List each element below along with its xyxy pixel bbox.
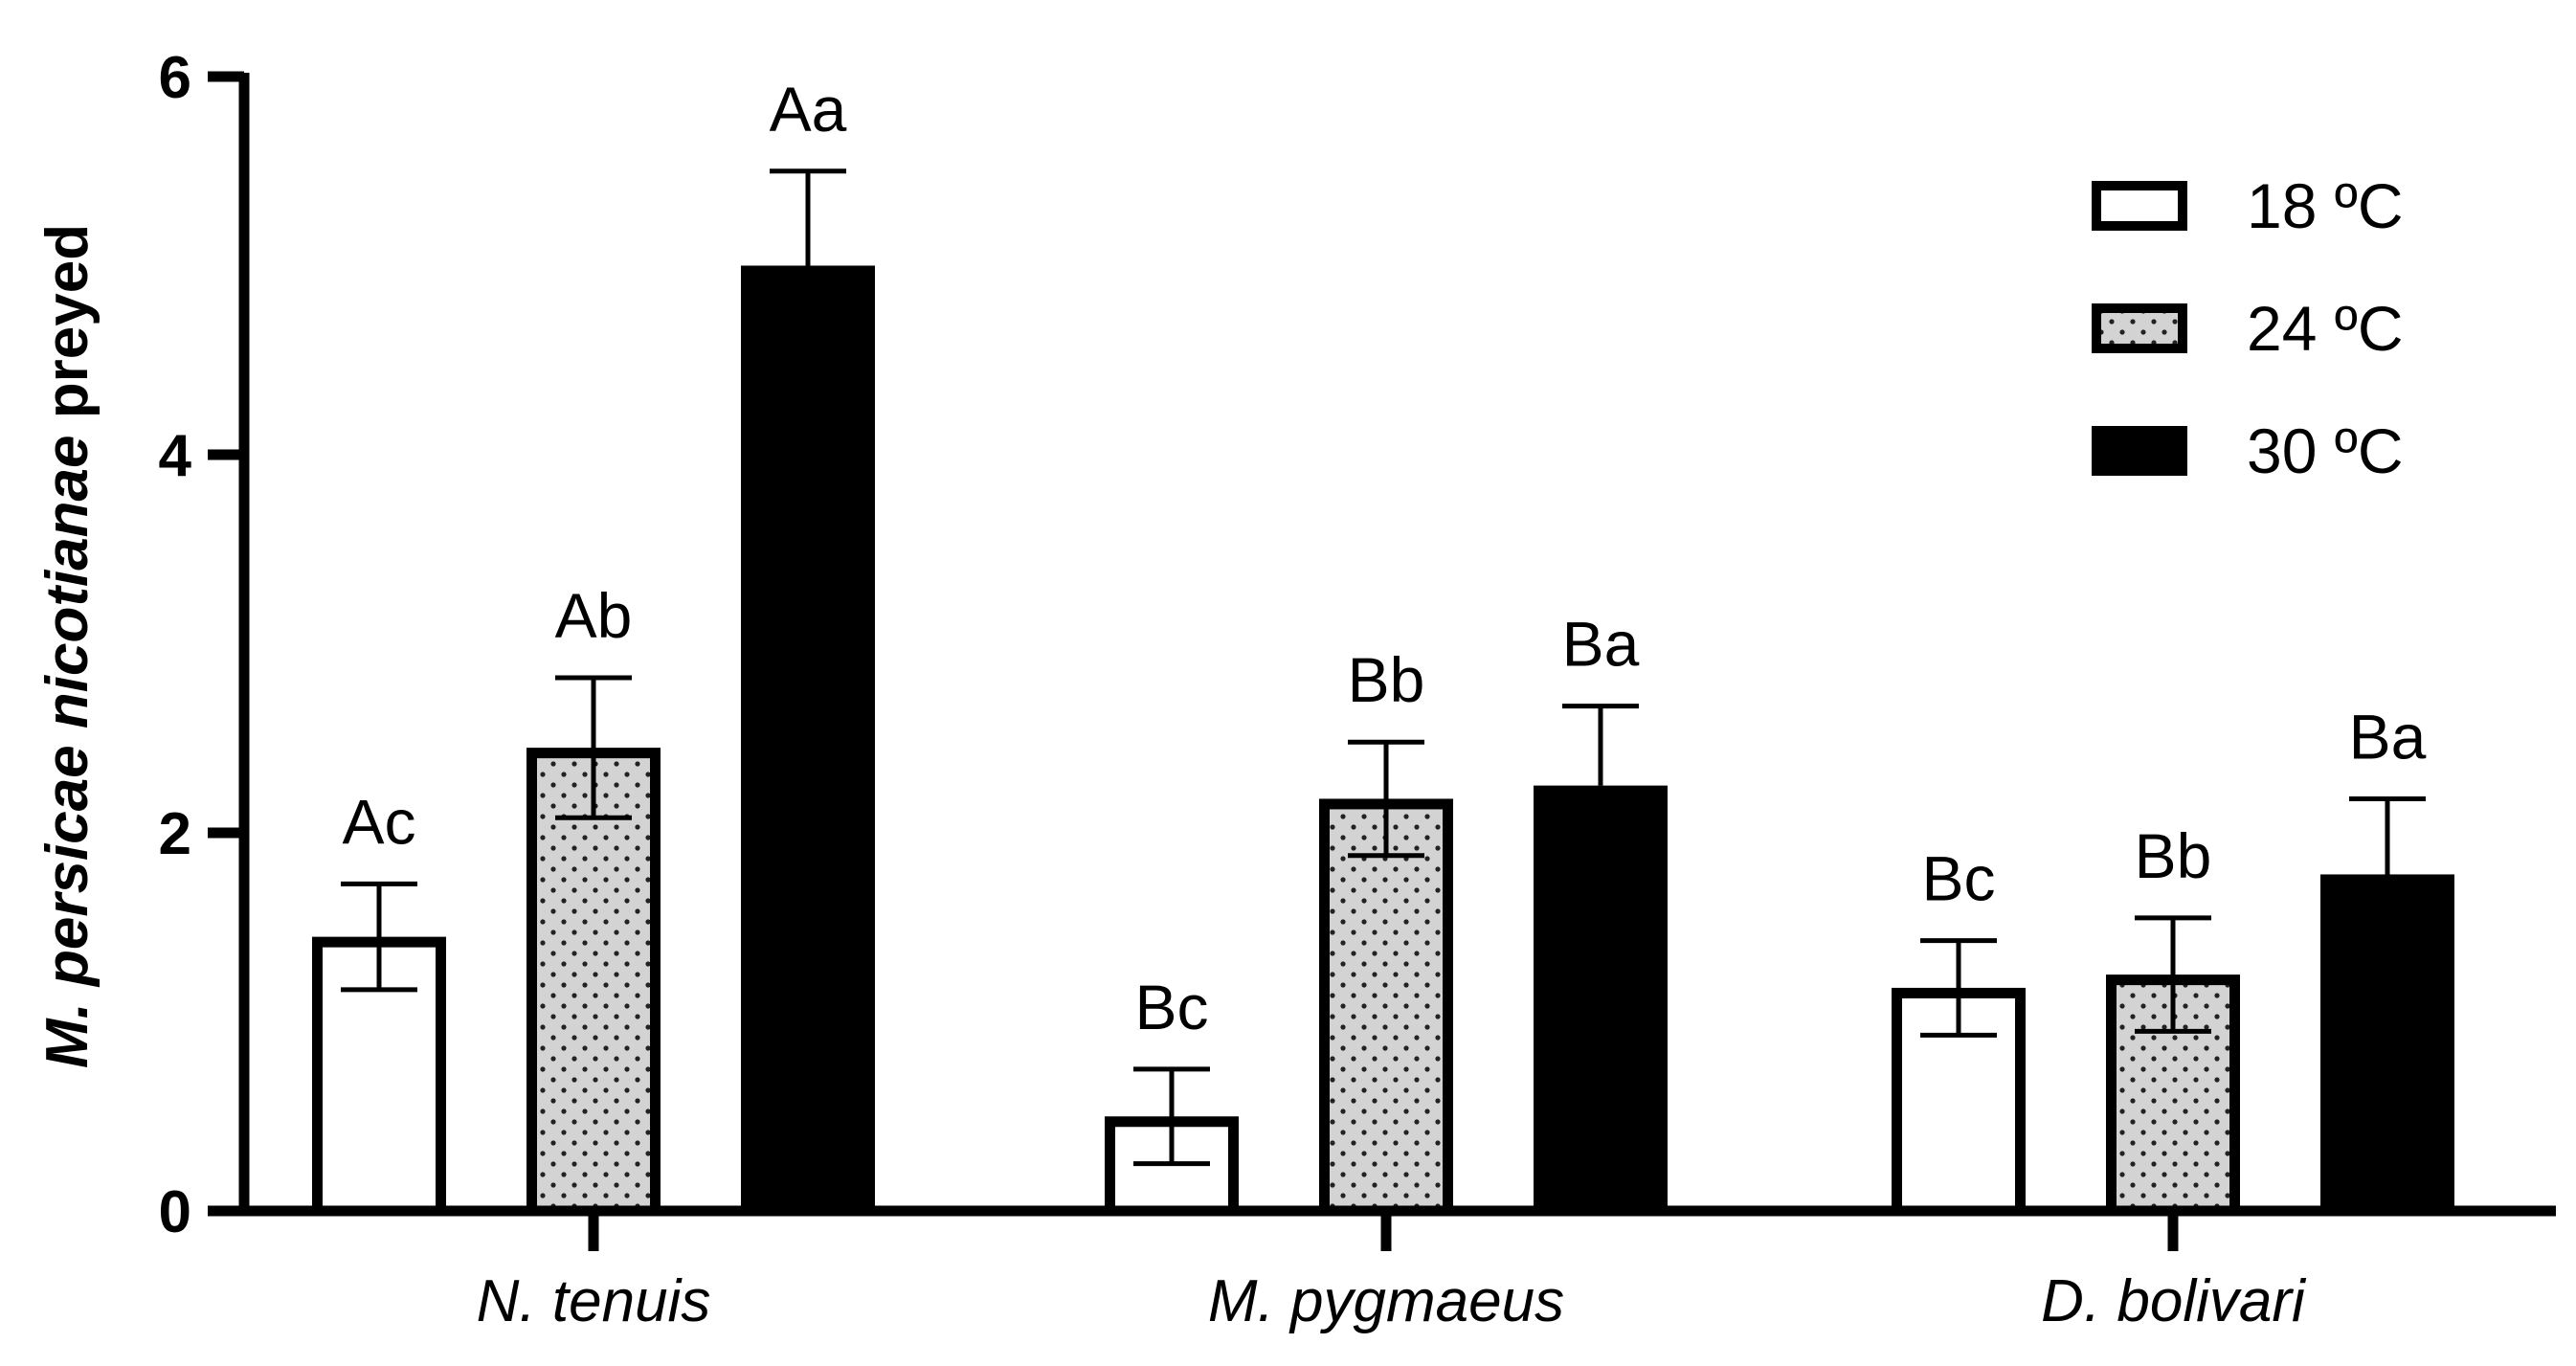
- bars-group: [312, 168, 2454, 1217]
- legend-swatch-1: [2092, 303, 2187, 353]
- bar-1-1: [1319, 798, 1453, 1217]
- significance-label-0-2: Aa: [770, 74, 847, 145]
- x-tick-label-2: D. bolivari: [2041, 1268, 2307, 1334]
- bar-1-2: [1534, 785, 1668, 1217]
- significance-label-1-1: Bb: [1348, 644, 1425, 715]
- y-tick-label-6: 6: [159, 45, 191, 111]
- significance-label-1-2: Ba: [1562, 609, 1640, 680]
- significance-label-2-0: Bc: [1921, 843, 1995, 914]
- x-tick-label-0: N. tenuis: [477, 1268, 711, 1334]
- y-tick-label-2: 2: [159, 801, 191, 867]
- x-tick-label-1: M. pygmaeus: [1208, 1268, 1564, 1334]
- y-axis-label: M. persicae nicotianae preyed: [34, 224, 101, 1068]
- significance-label-2-2: Ba: [2349, 701, 2427, 772]
- labels-group: 0 2 4 6 N. tenuis Ac Ab Aa M. pygmaeus Bc Bb Ba D. b…: [159, 45, 2427, 1334]
- y-tick-label-4: 4: [159, 423, 192, 489]
- legend-swatch-2: [2092, 426, 2187, 476]
- legend: 18 ºC 24 ºC 30 ºC: [2092, 170, 2404, 486]
- significance-label-2-1: Bb: [2135, 820, 2212, 891]
- legend-swatch-0: [2092, 181, 2187, 231]
- legend-label-0: 18 ºC: [2247, 170, 2404, 241]
- bar-2-2: [2320, 874, 2454, 1217]
- legend-label-1: 24 ºC: [2247, 293, 2404, 364]
- bar-0-1: [526, 748, 661, 1217]
- legend-label-2: 30 ºC: [2247, 415, 2404, 486]
- svg-text:M. persicae nicotianae preyed: M. persicae nicotianae preyed: [34, 224, 101, 1068]
- significance-label-0-0: Ac: [342, 786, 415, 857]
- significance-label-1-0: Bc: [1134, 972, 1208, 1042]
- y-tick-label-0: 0: [159, 1179, 191, 1245]
- bar-0-2: [741, 265, 875, 1217]
- significance-label-0-1: Ab: [555, 580, 633, 651]
